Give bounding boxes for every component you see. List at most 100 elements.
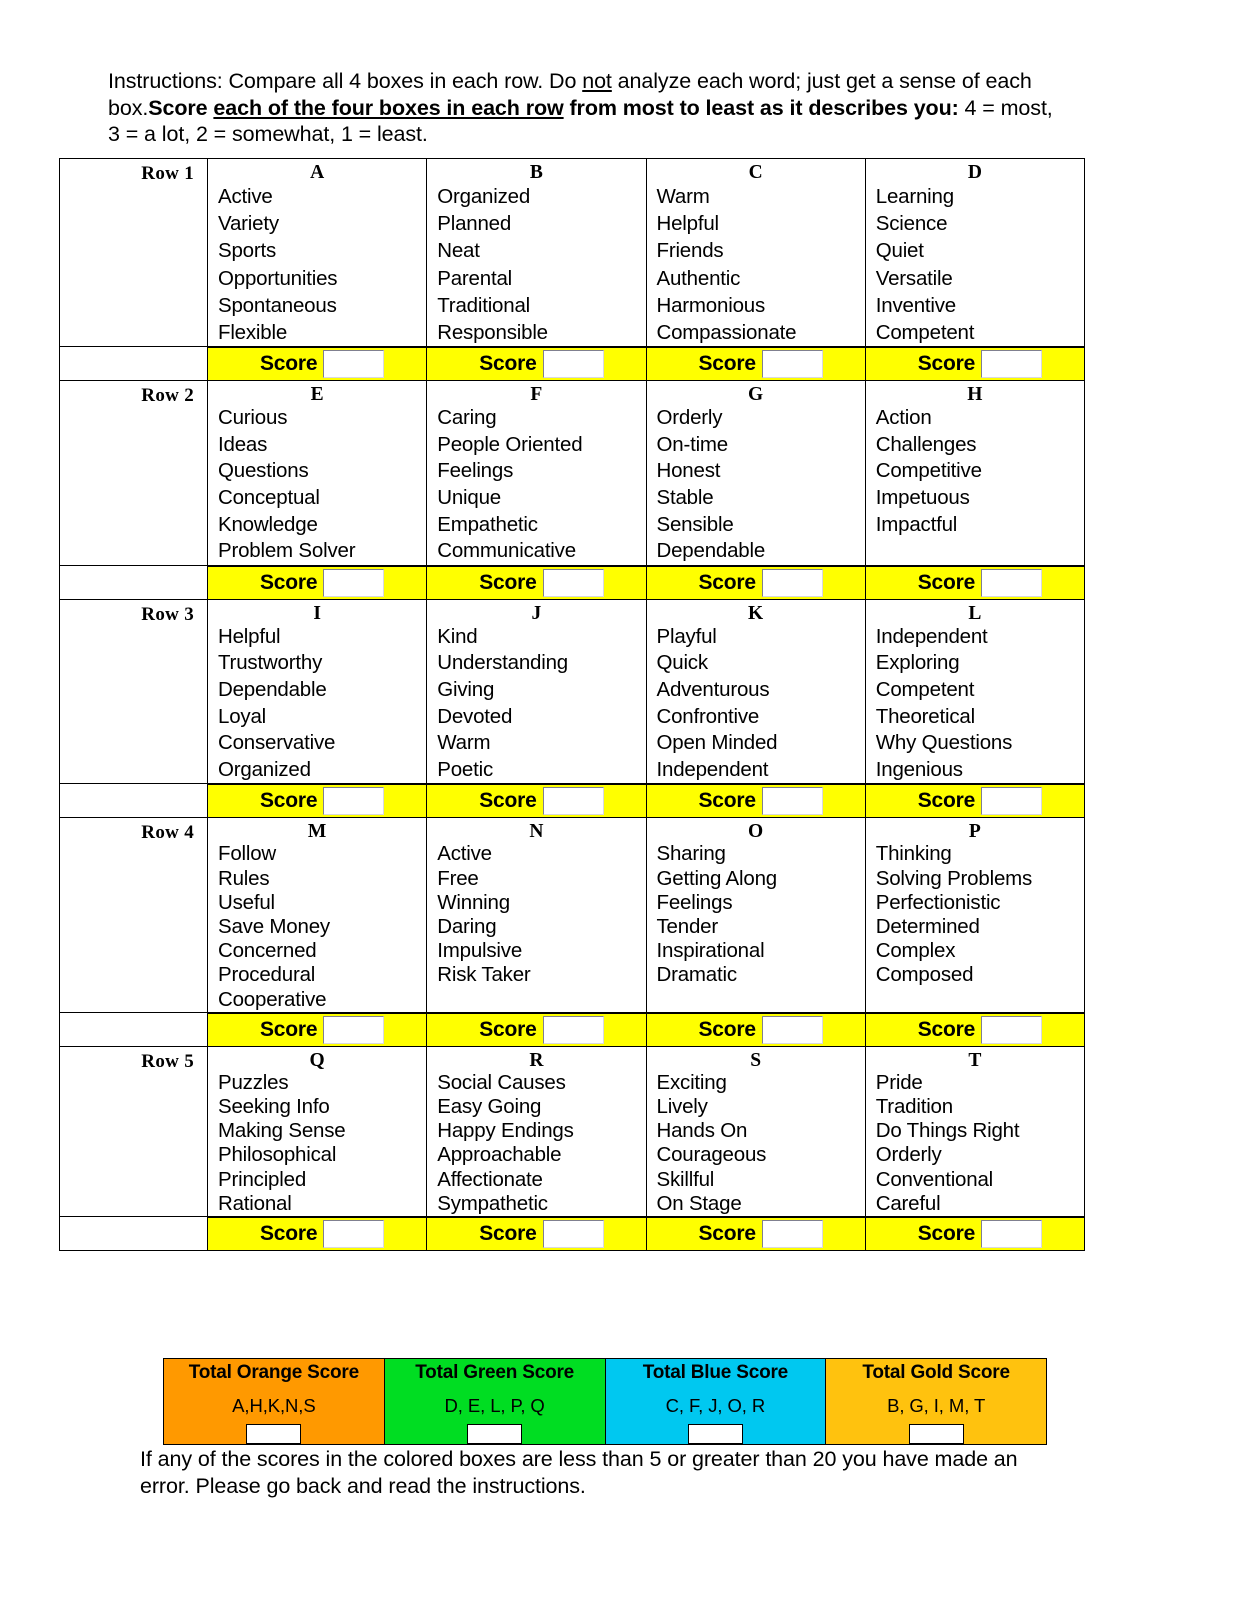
score-label: Score — [917, 1221, 976, 1245]
score-input-g[interactable] — [761, 568, 823, 597]
word-item: Conventional — [875, 1167, 994, 1191]
total-letters-green: D, E, L, P, Q — [444, 1395, 545, 1416]
word-item: Principled — [218, 1167, 307, 1191]
grid-row: Row 2 E Curious Ideas Questions Conceptual Kno… — [59, 380, 1086, 566]
score-label: Score — [698, 789, 757, 813]
box-letter: O — [748, 821, 764, 843]
score-input-o[interactable] — [761, 1015, 823, 1044]
score-input-b[interactable] — [542, 350, 604, 379]
word-box-e: E Curious Ideas Questions Conceptual Knowledg… — [206, 380, 428, 566]
score-input-n[interactable] — [542, 1015, 604, 1044]
score-row-spacer — [59, 1216, 208, 1251]
word-item: People Oriented — [437, 432, 583, 456]
score-row: Score Score Score Score — [59, 783, 1086, 819]
word-item: Procedural — [218, 963, 316, 987]
score-input-d[interactable] — [981, 350, 1043, 379]
total-input-blue[interactable] — [687, 1424, 743, 1444]
word-item: Empathetic — [437, 512, 538, 536]
word-item: Curious — [218, 406, 288, 430]
word-item: Active — [218, 185, 273, 208]
word-item: Conservative — [218, 731, 336, 755]
word-item: Sports — [218, 239, 277, 263]
score-row: Score Score Score Score — [59, 346, 1086, 382]
word-item: Solving Problems — [875, 866, 1033, 890]
word-item: Action — [875, 406, 932, 430]
score-input-p[interactable] — [981, 1015, 1043, 1044]
score-input-t[interactable] — [981, 1219, 1043, 1248]
total-input-green[interactable] — [467, 1424, 523, 1444]
score-input-a[interactable] — [323, 350, 385, 379]
instructions-paragraph: Instructions: Compare all 4 boxes in eac… — [108, 68, 1070, 148]
score-input-r[interactable] — [542, 1219, 604, 1248]
word-item: Determined — [875, 914, 980, 938]
total-title-gold: Total Gold Score — [862, 1362, 1010, 1383]
score-input-j[interactable] — [542, 787, 604, 816]
total-input-gold[interactable] — [908, 1424, 964, 1444]
instructions-text-part1: Instructions: Compare all 4 boxes in eac… — [108, 69, 583, 93]
box-letter: N — [529, 821, 544, 843]
score-cell-h: Score — [864, 565, 1086, 600]
word-item: Friends — [656, 239, 724, 263]
word-item: Learning — [875, 185, 954, 208]
box-letter: Q — [309, 1049, 325, 1071]
instructions-score-bold: Score — [148, 95, 214, 120]
word-box-l: L Independent Exploring Competent Theoretica… — [864, 598, 1086, 785]
score-cell-d: Score — [864, 346, 1086, 382]
word-item: Easy Going — [437, 1094, 542, 1118]
score-input-k[interactable] — [761, 787, 823, 816]
total-input-orange[interactable] — [246, 1424, 302, 1444]
score-label: Score — [260, 352, 318, 376]
score-input-i[interactable] — [323, 787, 385, 816]
word-item: Compassionate — [656, 321, 797, 345]
score-label: Score — [479, 789, 537, 813]
word-item: Rational — [218, 1191, 292, 1215]
score-cell-b: Score — [426, 346, 647, 382]
score-input-e[interactable] — [323, 568, 385, 597]
score-strip: Score — [865, 347, 1084, 381]
grid-row: Row 3 I Helpful Trustworthy Dependable Loyal C… — [59, 598, 1086, 785]
score-input-q[interactable] — [323, 1219, 385, 1248]
box-letter: R — [529, 1049, 544, 1071]
word-item: Spontaneous — [218, 293, 337, 317]
word-item: Free — [437, 866, 479, 890]
word-item: Complex — [875, 939, 956, 963]
word-item: Stable — [656, 486, 714, 509]
word-list: Organized Planned Neat Parental Traditional R… — [427, 183, 645, 346]
score-label: Score — [917, 352, 976, 376]
row-label-cell: Row 4 — [59, 817, 208, 1013]
word-item: Kind — [437, 624, 478, 648]
score-label: Score — [698, 1017, 757, 1041]
word-item: Feelings — [656, 890, 733, 914]
score-label: Score — [260, 789, 318, 813]
score-input-h[interactable] — [981, 568, 1043, 597]
score-input-s[interactable] — [761, 1219, 823, 1248]
score-cell-f: Score — [426, 565, 647, 600]
word-item: Parental — [437, 266, 513, 290]
score-input-c[interactable] — [761, 350, 823, 379]
word-item: Lively — [656, 1094, 708, 1118]
word-item: Unique — [437, 486, 502, 509]
score-input-l[interactable] — [981, 787, 1043, 816]
score-cell-m: Score — [206, 1012, 428, 1047]
word-box-b: B Organized Planned Neat Parental Traditional… — [426, 157, 647, 348]
word-item: Perfectionistic — [875, 890, 1001, 914]
score-input-m[interactable] — [323, 1015, 385, 1044]
word-item: Inventive — [875, 293, 957, 317]
word-list: Learning Science Quiet Versatile Inventive Co… — [866, 183, 1084, 346]
word-item: Ideas — [218, 432, 268, 456]
word-box-content: N Active Free Winning Daring Impulsive Risk Ta… — [427, 818, 645, 987]
word-list: Warm Helpful Friends Authentic Harmonious Com… — [647, 183, 865, 346]
word-item: Challenges — [875, 432, 977, 456]
box-letter: G — [748, 384, 764, 406]
word-box-t: T Pride Tradition Do Things Right Orderly Con… — [864, 1045, 1086, 1217]
word-item: Cooperative — [218, 987, 327, 1011]
score-cell-t: Score — [864, 1216, 1086, 1251]
word-item: Independent — [656, 757, 769, 781]
score-input-f[interactable] — [542, 568, 604, 597]
word-item: Problem Solver — [218, 539, 356, 563]
word-box-j: J Kind Understanding Giving Devoted Warm Poeti… — [426, 598, 647, 785]
word-item: Loyal — [218, 704, 267, 728]
word-box-content: O Sharing Getting Along Feelings Tender Inspi… — [647, 818, 865, 987]
box-letter: L — [968, 602, 982, 624]
